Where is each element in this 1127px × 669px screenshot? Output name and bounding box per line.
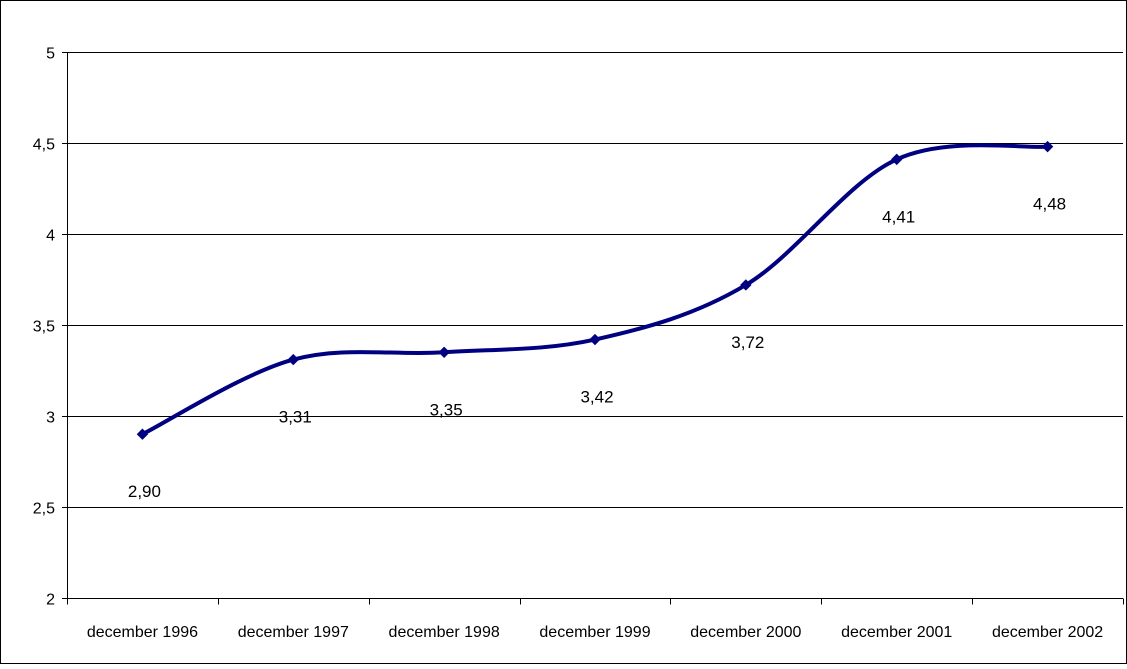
y-tick-label: 3,5 <box>33 319 55 336</box>
data-point <box>287 353 299 366</box>
gridlines <box>67 52 1123 508</box>
data-point <box>438 346 450 359</box>
data-label: 2,90 <box>128 482 161 501</box>
data-point <box>589 333 601 346</box>
y-tick-label: 2 <box>46 592 55 609</box>
data-label: 3,35 <box>430 400 463 419</box>
data-point <box>891 153 903 166</box>
y-tick-labels: 2 2,5 3 3,5 4 4,5 5 <box>33 46 55 609</box>
x-tick-label: december 2001 <box>841 624 952 641</box>
axes <box>62 52 1124 605</box>
x-tick-label: december 2002 <box>992 624 1103 641</box>
x-tick-label: december 2000 <box>690 624 801 641</box>
data-label: 4,41 <box>882 207 915 226</box>
x-tick-label: december 1996 <box>87 624 198 641</box>
y-tick-label: 4 <box>46 228 55 245</box>
data-point <box>136 428 149 440</box>
data-label: 4,48 <box>1033 195 1066 214</box>
y-tick-label: 3 <box>46 410 55 427</box>
x-tick-label: december 1999 <box>539 624 650 641</box>
data-labels: 2,90 3,31 3,35 3,42 3,72 4,41 4,48 <box>128 195 1066 502</box>
data-point <box>1041 140 1054 153</box>
y-tick-label: 2,5 <box>33 501 55 518</box>
data-point <box>740 279 752 291</box>
y-tick-label: 4,5 <box>33 137 55 154</box>
y-tick-label: 5 <box>46 46 55 63</box>
x-tick-label: december 1998 <box>389 624 500 641</box>
x-tick-labels: december 1996 december 1997 december 1998 d… <box>87 624 1103 641</box>
x-tick-label: december 1997 <box>238 624 349 641</box>
series <box>136 140 1054 440</box>
data-label: 3,42 <box>580 388 613 407</box>
data-label: 3,72 <box>731 333 764 352</box>
data-label: 3,31 <box>279 408 312 427</box>
